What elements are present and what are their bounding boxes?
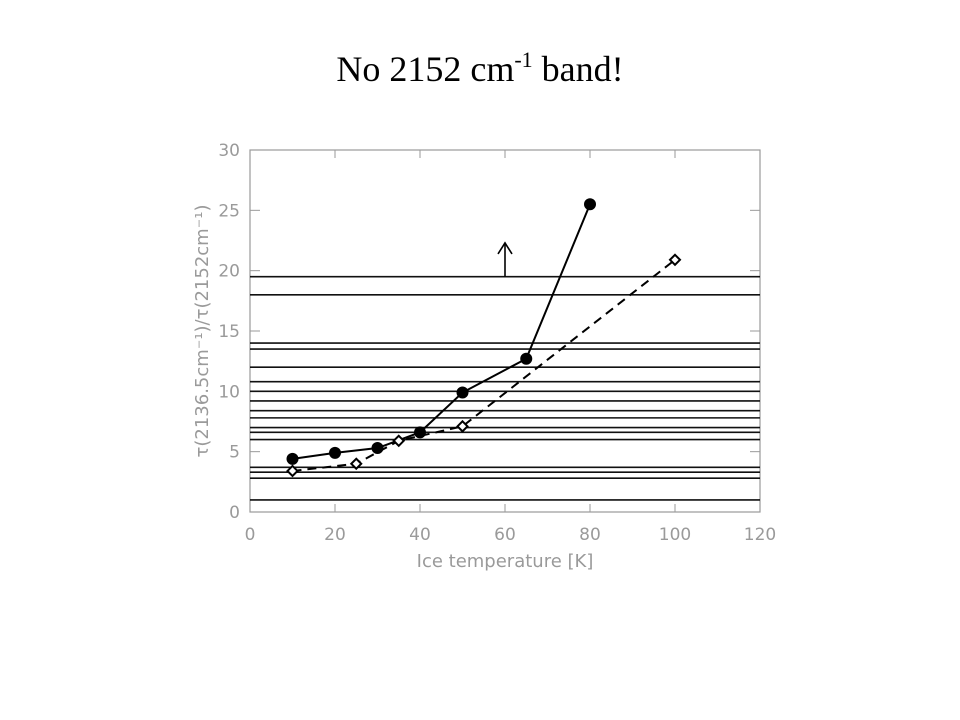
reference-lines bbox=[250, 275, 760, 501]
plot-frame bbox=[249, 149, 761, 513]
y-tick-label: 15 bbox=[218, 322, 240, 342]
series-1-point bbox=[286, 452, 299, 465]
arrow-head bbox=[497, 241, 513, 255]
series-1-point bbox=[584, 198, 596, 211]
x-tick-label: 80 bbox=[579, 525, 601, 545]
y-tick-label: 20 bbox=[218, 262, 240, 282]
slide-title-superscript: -1 bbox=[514, 47, 533, 72]
axis-ticks bbox=[249, 149, 761, 513]
series-2-point bbox=[349, 457, 363, 471]
series-1-point bbox=[371, 442, 384, 455]
x-tick-label: 100 bbox=[659, 525, 691, 545]
series-2-point bbox=[286, 464, 299, 478]
x-tick-label: 40 bbox=[409, 525, 431, 545]
series-1-point bbox=[520, 352, 533, 365]
series-2-point bbox=[668, 253, 682, 267]
x-tick-label: 20 bbox=[324, 525, 346, 545]
series-2-point bbox=[392, 434, 406, 448]
y-tick-label: 25 bbox=[218, 201, 240, 221]
y-axis-label: τ(2136.5cm⁻¹)/τ(2152cm⁻¹) bbox=[192, 205, 213, 458]
slide-title-end: band! bbox=[532, 49, 624, 89]
y-tick-label: 10 bbox=[218, 382, 240, 402]
slide-title: No 2152 cm-1 band! bbox=[0, 48, 960, 90]
y-tick-label: 30 bbox=[218, 141, 240, 161]
arrow-layer bbox=[497, 241, 513, 277]
series-1-point bbox=[414, 426, 426, 439]
x-tick-label: 0 bbox=[245, 525, 256, 545]
series-1-point bbox=[456, 386, 469, 399]
y-tick-label: 0 bbox=[229, 503, 240, 523]
slide-title-main: No 2152 cm bbox=[336, 49, 515, 89]
series-1-line bbox=[292, 203, 591, 460]
series-2-point bbox=[456, 419, 469, 433]
x-tick-label: 120 bbox=[744, 525, 776, 545]
series-1-point bbox=[329, 446, 341, 459]
y-tick-label: 5 bbox=[229, 443, 240, 463]
series-layer bbox=[286, 198, 682, 478]
x-axis-label: Ice temperature [K] bbox=[417, 551, 594, 572]
x-tick-label: 60 bbox=[494, 525, 516, 545]
tick-labels: 0 20 40 60 80 100 120 0 5 10 15 20 25 30 bbox=[218, 141, 776, 545]
